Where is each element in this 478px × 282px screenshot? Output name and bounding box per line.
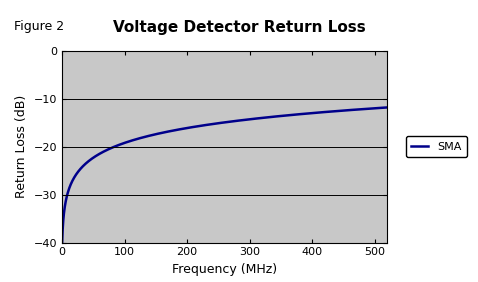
SMA (76, 169, 82, 173)
Y-axis label: Return Loss (dB): Return Loss (dB) (15, 95, 28, 198)
Text: Voltage Detector Return Loss: Voltage Detector Return Loss (113, 20, 365, 35)
SMA (209, 122, 215, 126)
SMA (375, 106, 380, 110)
SMA (59, 241, 65, 244)
SMA (217, 121, 223, 125)
Legend: SMA: SMA (406, 136, 467, 157)
SMA (384, 106, 390, 109)
Line: SMA: SMA (62, 107, 387, 243)
SMA (315, 111, 321, 114)
Text: Figure 2: Figure 2 (14, 20, 65, 33)
SMA (375, 106, 380, 110)
X-axis label: Frequency (MHz): Frequency (MHz) (172, 263, 277, 276)
